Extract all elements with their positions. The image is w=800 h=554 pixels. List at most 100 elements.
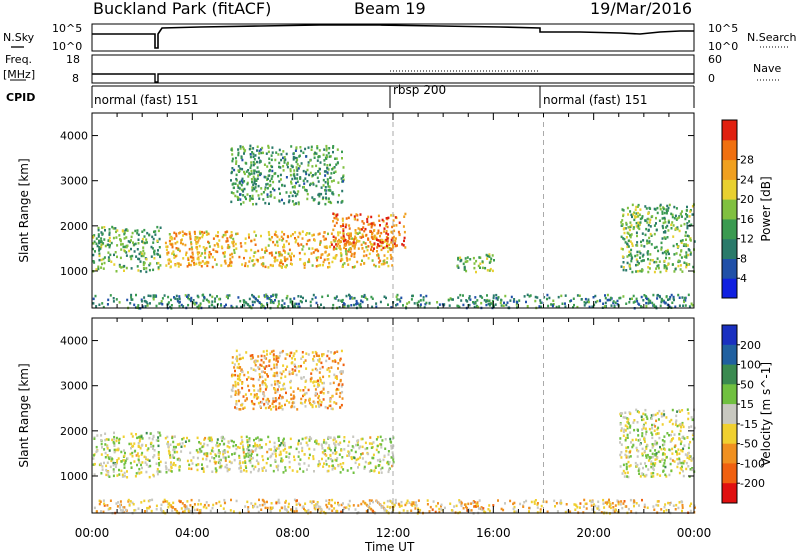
echo-cell [134,508,137,512]
echo-cell [639,256,641,259]
echo-cell [202,299,205,302]
echo-cell [327,200,330,203]
echo-cell [663,259,666,263]
echo-cell [288,199,291,202]
echo-cell [297,365,300,368]
echo-cell [361,452,364,455]
echo-cell [664,218,666,221]
echo-cell [473,305,476,309]
echo-cell [677,448,680,451]
echo-cell [237,393,240,396]
echo-cell [164,465,167,468]
echo-cell [135,472,138,475]
echo-cell [647,223,650,227]
echo-cell [199,304,202,307]
echo-cell [302,296,304,300]
echo-cell [280,376,283,380]
echo-cell [116,244,119,247]
echo-cell [683,460,686,463]
echo-cell [307,161,310,164]
echo-cell [98,254,101,258]
echo-cell [389,500,392,503]
echo-cell [329,454,332,457]
echo-cell [636,244,639,247]
echo-cell [277,356,280,360]
echo-cell [673,298,675,302]
echo-cell [627,460,630,464]
echo-cell [276,371,279,375]
echo-cell [394,216,397,219]
echo-cell [251,293,254,297]
echo-cell [269,464,272,467]
echo-cell [285,240,288,243]
echo-cell [324,186,327,189]
echo-cell [380,471,383,474]
echo-cell [685,265,688,269]
echo-cell [225,295,228,298]
echo-cell [432,500,435,503]
echo-cell [279,406,282,409]
echo-cell [250,197,253,200]
echo-cell [241,181,244,184]
colorbar-tick-label: 200 [740,339,761,352]
echo-cell [640,415,643,418]
echo-cell [278,402,281,405]
echo-cell [354,235,357,238]
echo-cell [296,177,299,180]
echo-cell [237,186,240,189]
echo-cell [392,224,395,227]
echo-cell [325,157,328,160]
echo-cell [122,265,125,269]
echo-cell [647,468,650,471]
echo-cell [671,430,674,433]
echo-cell [374,264,377,268]
echo-cell [379,435,382,439]
echo-cell [238,399,240,403]
echo-cell [642,427,645,430]
echo-cell [622,463,625,467]
echo-cell [339,406,342,409]
echo-cell [365,233,368,237]
echo-cell [293,510,296,513]
echo-cell [342,180,345,183]
echo-cell [292,155,295,159]
echo-cell [385,296,387,300]
echo-cell [342,236,345,239]
echo-cell [159,255,162,259]
echo-cell [143,228,146,232]
echo-cell [265,469,267,472]
echo-cell [115,298,118,301]
echo-cell [157,436,160,439]
echo-cell [159,460,162,464]
echo-cell [346,469,349,472]
echo-cell [132,503,135,506]
echo-cell [304,147,307,151]
echo-cell [687,451,690,455]
echo-cell [650,475,653,478]
echo-cell [137,242,140,245]
echo-cell [304,386,307,389]
echo-cell [340,510,343,514]
echo-cell [629,225,632,229]
echo-cell [218,455,221,458]
echo-cell [390,230,393,234]
echo-cell [219,462,222,465]
echo-cell [290,508,292,511]
echo-cell [539,511,542,514]
echo-cell [134,449,137,453]
echo-cell [296,168,299,171]
echo-cell [209,293,212,297]
echo-cell [273,387,276,391]
echo-cell [248,451,250,454]
echo-cell [441,508,444,512]
echo-cell [197,503,200,506]
echo-cell [119,256,122,260]
echo-cell [301,230,304,233]
echo-cell [326,354,329,358]
echo-cell [259,256,262,260]
echo-cell [124,451,126,455]
echo-cell [357,457,360,461]
echo-cell [636,260,639,263]
echo-cell [638,411,640,414]
echo-cell [323,462,325,465]
